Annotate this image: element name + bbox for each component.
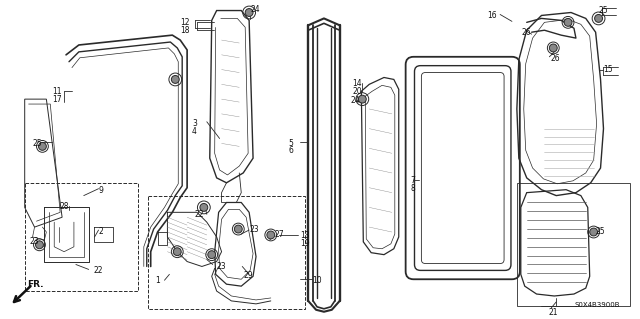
Text: FR.: FR. — [27, 280, 43, 289]
Text: 10: 10 — [312, 276, 322, 285]
Text: 26: 26 — [550, 54, 560, 63]
Text: 23: 23 — [217, 262, 227, 271]
Text: 13: 13 — [300, 231, 310, 240]
Circle shape — [245, 9, 253, 17]
Text: 29: 29 — [243, 271, 253, 280]
Text: 5: 5 — [289, 138, 293, 147]
Text: 1: 1 — [156, 276, 161, 285]
Text: 11: 11 — [52, 87, 62, 96]
Text: 15: 15 — [604, 65, 613, 74]
Text: 22: 22 — [93, 266, 103, 276]
Text: 7: 7 — [410, 176, 415, 185]
Circle shape — [549, 44, 557, 52]
Circle shape — [358, 95, 366, 103]
Circle shape — [267, 231, 275, 239]
Text: 23: 23 — [29, 237, 39, 246]
Text: 24: 24 — [351, 96, 360, 105]
Circle shape — [38, 143, 46, 150]
Circle shape — [589, 228, 598, 236]
Text: 21: 21 — [548, 308, 558, 317]
Text: 12: 12 — [180, 19, 189, 27]
Text: 6: 6 — [289, 146, 293, 155]
Text: 9: 9 — [99, 186, 104, 195]
Text: 23: 23 — [249, 225, 259, 234]
Text: 18: 18 — [180, 26, 189, 35]
Circle shape — [208, 251, 216, 259]
Text: 25: 25 — [596, 227, 605, 236]
Text: 3: 3 — [192, 119, 197, 128]
Text: 26: 26 — [522, 28, 531, 37]
Circle shape — [36, 241, 44, 249]
Text: 8: 8 — [410, 184, 415, 193]
Circle shape — [172, 76, 179, 83]
Circle shape — [200, 204, 208, 211]
Text: 22: 22 — [195, 210, 205, 219]
Text: 2: 2 — [99, 227, 103, 236]
Text: 4: 4 — [192, 127, 197, 136]
Text: 24: 24 — [250, 5, 260, 14]
Bar — [517, 183, 630, 306]
Circle shape — [173, 248, 181, 256]
Text: 27: 27 — [275, 230, 284, 239]
Circle shape — [564, 19, 572, 26]
Text: 25: 25 — [598, 6, 608, 15]
Text: 28: 28 — [59, 203, 68, 211]
Text: 17: 17 — [52, 95, 62, 104]
Circle shape — [234, 225, 242, 233]
Text: 19: 19 — [300, 239, 310, 248]
Bar — [148, 196, 305, 309]
Text: S0X4B3900B: S0X4B3900B — [575, 302, 620, 308]
Text: 25: 25 — [33, 138, 42, 147]
Bar — [25, 183, 138, 291]
Text: 20: 20 — [353, 87, 362, 96]
Text: 16: 16 — [487, 11, 497, 19]
Text: 14: 14 — [353, 79, 362, 88]
Circle shape — [595, 14, 602, 22]
